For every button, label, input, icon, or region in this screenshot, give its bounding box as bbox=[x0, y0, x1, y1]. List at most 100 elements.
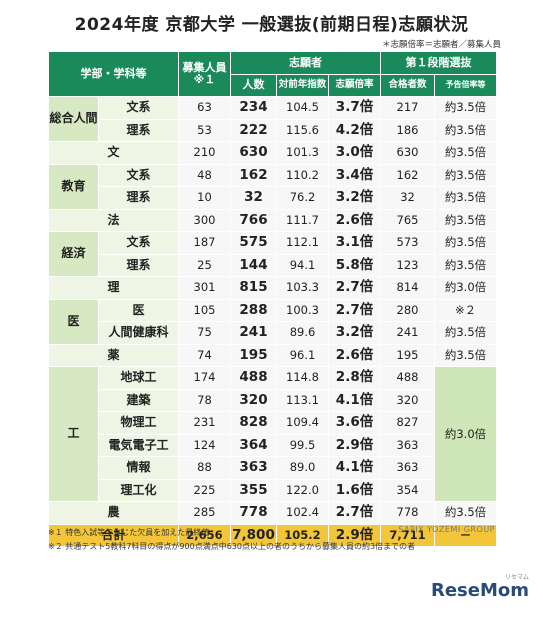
dept-cell: 文系 bbox=[98, 163, 179, 187]
quota-cell: 124 bbox=[178, 433, 231, 457]
quota-cell: 301 bbox=[178, 276, 231, 300]
quota-cell: 210 bbox=[178, 141, 231, 165]
passers-cell: 765 bbox=[380, 208, 436, 232]
passers-cell: 186 bbox=[380, 118, 436, 142]
passers-cell: 320 bbox=[380, 388, 436, 412]
ratio-cell: 4.1倍 bbox=[327, 456, 382, 480]
dept-cell: 人間健康科 bbox=[98, 321, 179, 345]
header-applicants: 志願者 bbox=[229, 51, 382, 75]
dept-cell: 医 bbox=[98, 298, 179, 322]
forecast-cell: 約3.5倍 bbox=[434, 186, 498, 210]
count-cell: 320 bbox=[230, 388, 277, 412]
ratio-note: ＊志願倍率＝志願者／募集人員 bbox=[381, 40, 501, 50]
header-quota-label: 募集人員 bbox=[182, 60, 227, 74]
vs-prev-cell: 99.5 bbox=[276, 433, 329, 457]
forecast-cell: 約3.5倍 bbox=[434, 253, 498, 277]
total-ratio: 2.9倍 bbox=[327, 523, 382, 547]
count-cell: 144 bbox=[230, 253, 277, 277]
page-title: 2024年度 京都大学 一般選抜(前期日程)志願状況 bbox=[74, 15, 469, 35]
vs-prev-cell: 112.1 bbox=[276, 231, 329, 255]
passers-cell: 778 bbox=[380, 501, 436, 525]
forecast-cell: 約3.5倍 bbox=[434, 118, 498, 142]
passers-cell: 280 bbox=[380, 298, 436, 322]
dept-cell: 理系 bbox=[98, 118, 179, 142]
ratio-cell: 1.6倍 bbox=[327, 478, 382, 502]
vs-prev-cell: 101.3 bbox=[276, 141, 329, 165]
ratio-cell: 2.6倍 bbox=[327, 208, 382, 232]
count-cell: 195 bbox=[230, 343, 277, 367]
dept-cell: 情報 bbox=[98, 456, 179, 480]
header-ratio: 志願倍率 bbox=[327, 73, 382, 97]
quota-cell: 78 bbox=[178, 388, 231, 412]
table-row: 理系 53 222 115.6 4.2倍 186 約3.5倍 bbox=[49, 118, 498, 142]
vs-prev-cell: 96.1 bbox=[276, 343, 329, 367]
count-cell: 32 bbox=[230, 186, 277, 210]
total-label: 合計 bbox=[48, 523, 179, 547]
header-vs-prev: 対前年指数 bbox=[276, 73, 329, 97]
quota-cell: 105 bbox=[178, 298, 231, 322]
table-row: 理系 10 32 76.2 3.2倍 32 約3.5倍 bbox=[49, 186, 498, 210]
vs-prev-cell: 103.3 bbox=[276, 276, 329, 300]
dept-cell: 物理工 bbox=[98, 411, 179, 435]
table-row: 総合人間 文系 63 234 104.5 3.7倍 217 約3.5倍 bbox=[48, 96, 498, 142]
ratio-cell: 4.1倍 bbox=[327, 388, 382, 412]
header-stage1: 第１段階選抜 bbox=[380, 51, 498, 75]
count-cell: 355 bbox=[230, 478, 277, 502]
quota-cell: 10 bbox=[178, 186, 231, 210]
forecast-cell: 約3.0倍 bbox=[434, 366, 498, 502]
passers-cell: 354 bbox=[380, 478, 436, 502]
ratio-cell: 2.6倍 bbox=[327, 343, 382, 367]
faculty-cell: 経済 bbox=[48, 231, 99, 277]
vs-prev-cell: 115.6 bbox=[276, 118, 329, 142]
footnote-2: ※２ 共通テスト5教科7科目の得点が900点満点中630点以上の者のうちから募集… bbox=[48, 542, 416, 551]
quota-cell: 74 bbox=[178, 343, 231, 367]
vs-prev-cell: 100.3 bbox=[276, 298, 329, 322]
table-row: 文 210 630 101.3 3.0倍 630 約3.5倍 bbox=[48, 141, 498, 165]
dept-cell: 地球工 bbox=[98, 366, 179, 390]
faculty-cell: 薬 bbox=[48, 343, 179, 367]
header-count: 人数 bbox=[230, 73, 277, 97]
dept-cell: 理系 bbox=[98, 186, 179, 210]
faculty-cell: 理 bbox=[48, 276, 179, 300]
passers-cell: 32 bbox=[380, 186, 436, 210]
passers-cell: 123 bbox=[380, 253, 436, 277]
quota-cell: 231 bbox=[178, 411, 231, 435]
ratio-cell: 3.2倍 bbox=[327, 186, 382, 210]
forecast-cell: 約3.5倍 bbox=[434, 163, 498, 187]
forecast-cell: 約3.5倍 bbox=[434, 208, 498, 232]
table-row: 理工化 225 355 122.0 1.6倍 354 bbox=[49, 478, 497, 502]
vs-prev-cell: 89.6 bbox=[276, 321, 329, 345]
dept-cell: 電気電子工 bbox=[98, 433, 179, 457]
resemom-logo: リセマム ReseMom bbox=[431, 574, 529, 601]
count-cell: 778 bbox=[230, 501, 277, 525]
count-cell: 162 bbox=[230, 163, 277, 187]
header-quota: 募集人員 ※１ bbox=[178, 51, 231, 97]
count-cell: 575 bbox=[230, 231, 277, 255]
ratio-cell: 3.0倍 bbox=[327, 141, 382, 165]
faculty-cell: 教育 bbox=[48, 163, 99, 210]
quota-cell: 187 bbox=[178, 231, 231, 255]
header-quota-note: ※１ bbox=[193, 73, 216, 86]
table-row: 理 301 815 103.3 2.7倍 814 約3.0倍 bbox=[48, 276, 498, 300]
count-cell: 828 bbox=[230, 411, 277, 435]
quota-cell: 225 bbox=[178, 478, 231, 502]
dept-cell: 理工化 bbox=[98, 478, 179, 502]
ratio-cell: 5.8倍 bbox=[327, 253, 382, 277]
ratio-cell: 2.7倍 bbox=[327, 298, 382, 322]
table-row: 情報 88 363 89.0 4.1倍 363 bbox=[49, 456, 497, 480]
table-row: 農 285 778 102.4 2.7倍 778 約3.5倍 bbox=[48, 501, 498, 525]
quota-cell: 53 bbox=[178, 118, 231, 142]
count-cell: 288 bbox=[230, 298, 277, 322]
vs-prev-cell: 76.2 bbox=[276, 186, 329, 210]
ratio-cell: 2.8倍 bbox=[327, 366, 382, 390]
count-cell: 222 bbox=[230, 118, 277, 142]
count-cell: 234 bbox=[230, 96, 277, 120]
dept-cell: 文系 bbox=[98, 96, 179, 120]
ratio-cell: 3.4倍 bbox=[327, 163, 382, 187]
forecast-cell: 約3.5倍 bbox=[434, 343, 498, 367]
passers-cell: 630 bbox=[380, 141, 436, 165]
table-row: 電気電子工 124 364 99.5 2.9倍 363 bbox=[49, 433, 497, 457]
table-row: 教育 文系 48 162 110.2 3.4倍 162 約3.5倍 bbox=[48, 163, 498, 210]
vs-prev-cell: 110.2 bbox=[276, 163, 329, 187]
vs-prev-cell: 113.1 bbox=[276, 388, 329, 412]
